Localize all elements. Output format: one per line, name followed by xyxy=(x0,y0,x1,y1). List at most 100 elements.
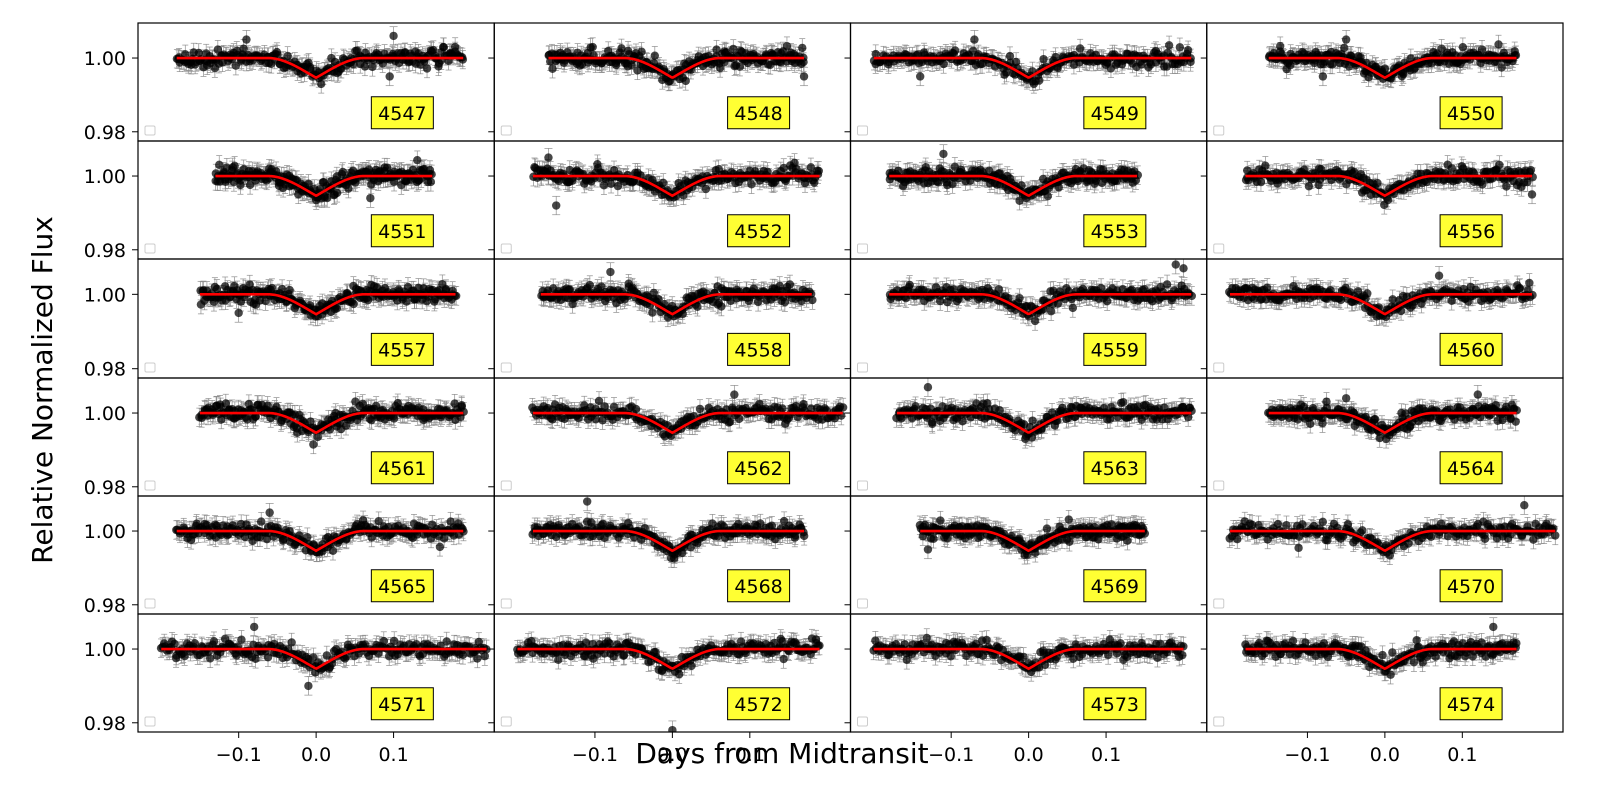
data-points xyxy=(869,35,1195,89)
data-point xyxy=(1286,61,1295,70)
outlier-point xyxy=(970,35,979,44)
panel-plot-area xyxy=(1264,30,1521,89)
data-points xyxy=(172,31,468,89)
epoch-label-box xyxy=(1083,96,1147,130)
data-point xyxy=(1497,63,1506,72)
epoch-label: 4550 xyxy=(1447,103,1495,125)
data-point xyxy=(782,41,792,51)
data-point xyxy=(413,155,422,165)
epoch-label-box xyxy=(370,96,434,130)
outlier-point xyxy=(389,31,398,41)
epoch-label: 4547 xyxy=(378,103,426,125)
model-curve xyxy=(215,174,433,198)
panel-plot-area xyxy=(529,148,824,216)
data-point xyxy=(439,43,449,52)
data-point xyxy=(215,160,224,170)
y-tick-label: 0.98 xyxy=(84,240,126,262)
model-curve xyxy=(1268,56,1517,80)
panel-plot-area xyxy=(544,36,809,92)
data-point xyxy=(1039,54,1048,64)
data-point xyxy=(426,177,436,187)
data-point xyxy=(939,59,948,69)
data-point xyxy=(637,47,646,56)
outlier-point xyxy=(1318,72,1328,81)
data-point xyxy=(304,179,313,188)
data-point xyxy=(1002,68,1011,77)
data-point xyxy=(798,43,807,53)
panel-grid: 4547 1.00 0.98 4548 4549 4550 4551 1.00 0.98 4552… xyxy=(84,22,1564,766)
data-point xyxy=(332,188,342,198)
epoch-label-box xyxy=(1439,96,1503,130)
epoch-label: 4548 xyxy=(734,103,782,125)
data-point xyxy=(1175,43,1185,52)
data-point xyxy=(1494,40,1503,49)
panel-4548: 4548 xyxy=(488,22,852,142)
y-tick-label: 0.98 xyxy=(84,122,126,144)
panel-plot-area xyxy=(172,26,468,94)
outlier-point xyxy=(366,193,375,203)
data-point xyxy=(799,57,808,67)
panel-4547: 4547 1.00 0.98 xyxy=(84,22,495,144)
panel-plot-area xyxy=(211,150,436,210)
data-point xyxy=(1458,42,1468,52)
data-point xyxy=(650,51,660,60)
legend-box xyxy=(1213,125,1225,136)
data-point xyxy=(1275,41,1285,51)
data-point xyxy=(871,49,880,59)
data-point xyxy=(1327,60,1337,69)
legend-box xyxy=(144,125,156,136)
data-point xyxy=(1051,52,1060,62)
data-point xyxy=(1035,76,1044,85)
legend-box xyxy=(500,125,512,136)
data-point xyxy=(458,55,468,64)
outlier-point xyxy=(1341,35,1351,44)
data-point xyxy=(231,61,241,70)
data-point xyxy=(236,180,245,190)
outlier-point xyxy=(385,72,394,81)
outlier-point xyxy=(799,72,809,81)
panel-4552: 4552 xyxy=(488,140,852,260)
panel-4550: 4550 xyxy=(1200,22,1564,142)
data-point xyxy=(1183,46,1193,55)
epoch-label-box xyxy=(370,214,434,248)
data-point xyxy=(344,184,353,193)
data-point xyxy=(729,44,738,54)
data-point xyxy=(950,46,960,55)
data-point xyxy=(735,62,745,71)
data-points xyxy=(211,155,436,205)
model-curve xyxy=(873,56,1192,79)
outlier-point xyxy=(242,35,251,44)
panel-4551: 4551 1.00 0.98 xyxy=(84,140,495,262)
y-tick-label: 1.00 xyxy=(84,166,126,188)
data-point xyxy=(1380,64,1390,73)
model-curve xyxy=(548,56,805,79)
y-tick-label: 1.00 xyxy=(84,48,126,70)
epoch-label: 4549 xyxy=(1091,103,1139,125)
data-point xyxy=(617,44,626,53)
outlier-point xyxy=(916,72,925,81)
data-point xyxy=(273,50,282,59)
data-point xyxy=(360,62,370,71)
data-point xyxy=(322,193,332,203)
data-point xyxy=(1005,51,1015,61)
data-point xyxy=(715,63,725,73)
epoch-label: 4551 xyxy=(378,221,426,243)
data-point xyxy=(239,44,248,53)
epoch-label-box xyxy=(727,96,791,130)
model-curve xyxy=(176,56,464,80)
data-point xyxy=(368,62,377,72)
data-point xyxy=(548,64,557,73)
data-point xyxy=(681,76,690,86)
data-point xyxy=(1075,44,1085,53)
data-point xyxy=(230,161,239,171)
legend-box xyxy=(857,125,868,136)
data-point xyxy=(1340,43,1349,53)
legend-box xyxy=(144,243,156,254)
panel-4549: 4549 xyxy=(844,22,1208,142)
data-point xyxy=(317,79,326,89)
data-point xyxy=(181,50,190,59)
data-point xyxy=(1164,41,1174,50)
data-point xyxy=(422,64,432,73)
data-point xyxy=(450,42,460,52)
